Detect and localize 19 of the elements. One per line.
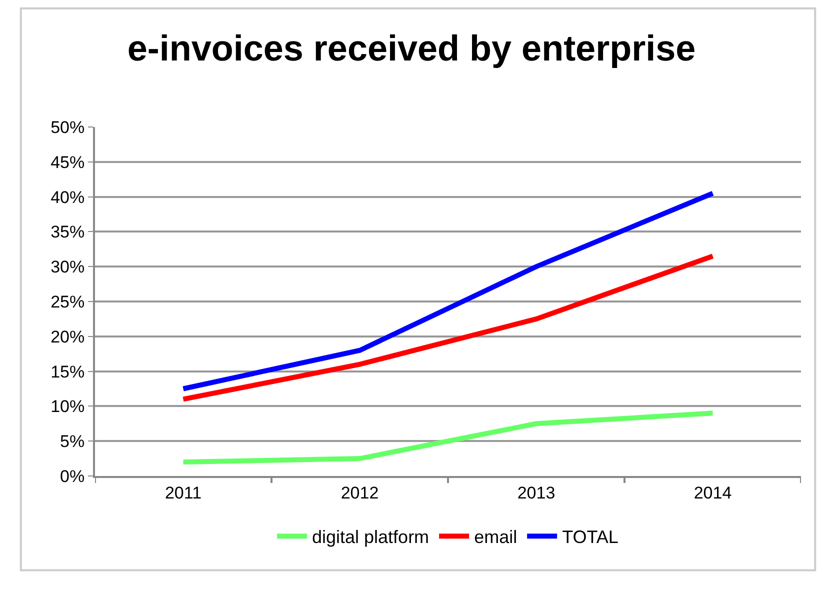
x-tick-label: 2011 xyxy=(164,483,202,502)
y-tick-label: 0% xyxy=(60,466,85,486)
y-tick-label: 35% xyxy=(50,222,85,242)
y-tick-label: 25% xyxy=(50,292,85,312)
y-tick-label: 45% xyxy=(50,152,85,172)
legend-label: digital platform xyxy=(312,527,430,548)
y-tick-label: 40% xyxy=(50,188,85,207)
x-tick-label: 2012 xyxy=(340,483,379,502)
y-tick-label: 10% xyxy=(50,397,85,416)
chart-title: e-invoices received by enterprise xyxy=(127,28,696,69)
y-tick-label: 50% xyxy=(50,118,85,137)
y-tick-label: 15% xyxy=(50,362,85,382)
legend-label: TOTAL xyxy=(562,527,618,548)
y-tick-label: 5% xyxy=(60,432,85,452)
legend-label: email xyxy=(474,527,518,548)
x-tick-label: 2014 xyxy=(694,483,732,502)
y-tick-label: 30% xyxy=(50,258,85,277)
y-tick-label: 20% xyxy=(50,327,85,346)
x-tick-label: 2013 xyxy=(517,483,556,502)
